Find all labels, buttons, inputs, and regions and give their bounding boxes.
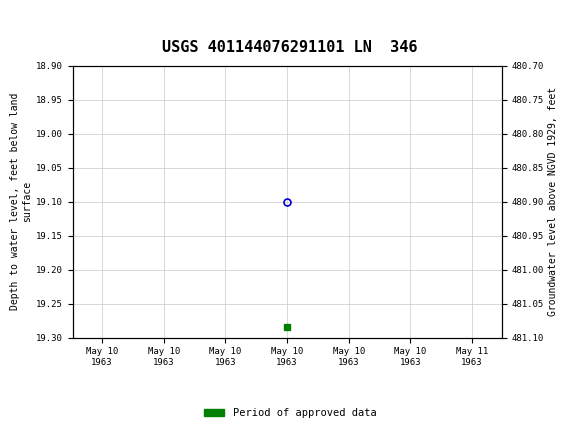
Legend: Period of approved data: Period of approved data xyxy=(200,404,380,423)
Text: USGS: USGS xyxy=(38,9,102,29)
Text: USGS 401144076291101 LN  346: USGS 401144076291101 LN 346 xyxy=(162,40,418,55)
Y-axis label: Depth to water level, feet below land
surface: Depth to water level, feet below land su… xyxy=(10,93,32,310)
Y-axis label: Groundwater level above NGVD 1929, feet: Groundwater level above NGVD 1929, feet xyxy=(548,87,558,316)
